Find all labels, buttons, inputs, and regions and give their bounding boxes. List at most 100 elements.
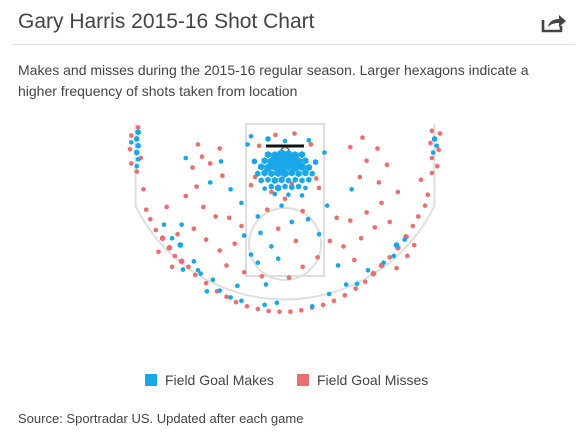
make-hexagon	[265, 176, 271, 183]
make-hexagon	[177, 241, 183, 249]
miss-hexagon	[394, 265, 399, 271]
make-hexagon	[343, 281, 349, 288]
make-hexagon	[248, 252, 254, 258]
miss-hexagon	[316, 185, 322, 191]
miss-hexagon	[348, 144, 353, 150]
make-hexagon	[309, 170, 315, 177]
make-hexagon	[134, 163, 139, 169]
miss-hexagon	[186, 264, 191, 270]
make-hexagon	[316, 231, 322, 237]
make-hexagon	[326, 291, 332, 297]
make-hexagon	[191, 258, 197, 264]
make-hexagon	[255, 170, 261, 177]
make-hexagon	[431, 150, 436, 156]
make-hexagon	[381, 260, 386, 266]
miss-hexagon	[193, 272, 198, 278]
make-hexagon	[248, 133, 254, 139]
make-hexagon	[282, 138, 288, 144]
miss-hexagon	[363, 279, 368, 285]
make-hexagon	[393, 241, 400, 249]
miss-hexagon	[348, 218, 353, 224]
make-hexagon	[279, 203, 284, 209]
make-hexagon	[251, 158, 258, 165]
miss-hexagon	[127, 146, 133, 152]
miss-hexagon	[244, 303, 250, 309]
miss-hexagon	[248, 182, 254, 188]
share-arrow-icon[interactable]	[540, 12, 568, 34]
miss-hexagon	[224, 262, 229, 268]
make-hexagon	[292, 176, 298, 183]
make-hexagon	[262, 302, 267, 308]
miss-hexagon	[259, 273, 265, 279]
miss-hexagon	[364, 158, 369, 164]
miss-hexagon	[308, 141, 314, 147]
miss-hexagon	[436, 147, 441, 153]
miss-hexagon	[375, 145, 380, 152]
miss-hexagon	[395, 189, 401, 195]
make-hexagon	[264, 150, 272, 159]
make-hexagon	[434, 143, 439, 149]
miss-hexagon	[273, 132, 278, 138]
make-hexagon	[179, 222, 184, 228]
miss-hexagon	[429, 170, 435, 176]
make-hexagon	[258, 230, 263, 236]
miss-hexagon	[224, 294, 229, 300]
miss-hexagon	[217, 145, 222, 152]
make-hexagon	[161, 222, 167, 228]
make-hexagon	[322, 150, 327, 156]
make-hexagon	[295, 183, 302, 190]
miss-hexagon	[241, 269, 247, 275]
miss-hexagon	[357, 174, 363, 180]
make-hexagon	[218, 158, 224, 164]
miss-hexagon	[364, 209, 369, 215]
miss-hexagon	[342, 292, 348, 298]
make-hexagon	[288, 169, 295, 177]
make-hexagon	[135, 142, 141, 149]
miss-hexagon	[172, 253, 178, 259]
miss-hexagon	[129, 133, 134, 139]
make-hexagon	[269, 243, 274, 249]
miss-hexagon	[418, 177, 424, 183]
miss-hexagon	[144, 207, 149, 213]
make-hexagon	[268, 169, 275, 178]
legend-label-makes: Field Goal Makes	[165, 372, 274, 388]
make-hexagon	[305, 163, 312, 172]
miss-hexagon	[437, 130, 443, 137]
make-hexagon	[309, 303, 315, 309]
miss-hexagon	[156, 249, 161, 255]
make-hexagon	[258, 177, 264, 184]
make-hexagon	[282, 183, 288, 190]
miss-hexagon	[428, 140, 433, 146]
miss-markers	[127, 124, 443, 315]
miss-hexagon	[387, 254, 392, 260]
miss-hexagon	[411, 242, 417, 248]
make-hexagon	[217, 288, 222, 294]
miss-hexagon	[195, 141, 201, 147]
miss-hexagon	[341, 243, 346, 249]
make-hexagon	[278, 176, 285, 184]
make-hexagon	[183, 155, 188, 161]
make-swatch	[145, 374, 157, 386]
miss-hexagon	[213, 213, 218, 220]
miss-hexagon	[183, 193, 188, 199]
miss-hexagon	[300, 208, 305, 214]
header-divider	[12, 44, 575, 45]
miss-hexagon	[320, 302, 326, 308]
miss-hexagon	[201, 204, 206, 210]
chart-subtitle: Makes and misses during the 2015-16 regu…	[18, 62, 529, 99]
legend: Field Goal Makes Field Goal Misses	[0, 372, 587, 388]
source-note: Source: Sportradar US. Updated after eac…	[18, 411, 304, 426]
make-hexagon	[198, 271, 203, 277]
make-hexagon	[291, 163, 299, 172]
miss-hexagon	[387, 219, 392, 225]
miss-hexagon	[220, 173, 225, 179]
miss-hexagon	[227, 215, 232, 221]
make-hexagon	[324, 203, 330, 209]
legend-label-misses: Field Goal Misses	[317, 372, 429, 388]
miss-hexagon	[435, 163, 440, 169]
make-hexagon	[271, 176, 278, 185]
make-hexagon	[134, 149, 140, 156]
make-hexagon	[169, 235, 175, 241]
make-hexagon	[207, 179, 213, 186]
